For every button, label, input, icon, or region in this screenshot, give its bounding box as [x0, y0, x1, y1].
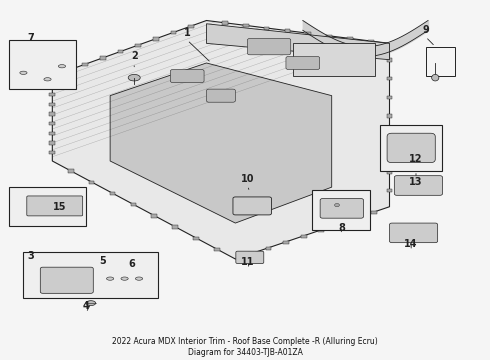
Bar — [387, 58, 392, 62]
Bar — [172, 225, 178, 229]
Text: 9: 9 — [422, 25, 429, 35]
Bar — [49, 103, 55, 106]
FancyBboxPatch shape — [9, 187, 86, 226]
Bar — [368, 40, 374, 43]
Text: 4: 4 — [83, 301, 90, 311]
FancyBboxPatch shape — [286, 57, 319, 69]
Bar — [387, 96, 392, 99]
Polygon shape — [110, 63, 332, 223]
Bar — [354, 217, 359, 220]
Text: 2: 2 — [131, 51, 138, 61]
FancyBboxPatch shape — [320, 199, 364, 218]
Ellipse shape — [135, 277, 143, 280]
Bar — [135, 44, 141, 47]
Ellipse shape — [58, 64, 66, 68]
Ellipse shape — [335, 203, 340, 207]
Bar — [49, 141, 55, 145]
Bar — [193, 237, 199, 240]
Bar — [49, 132, 55, 135]
Bar — [89, 181, 95, 184]
Bar — [387, 77, 392, 80]
Bar — [171, 31, 176, 34]
Bar — [387, 114, 392, 118]
Bar — [153, 37, 159, 41]
FancyBboxPatch shape — [390, 223, 438, 243]
Text: 6: 6 — [128, 259, 135, 269]
Bar — [306, 32, 311, 35]
FancyBboxPatch shape — [313, 190, 370, 230]
Bar — [100, 57, 106, 60]
Bar — [387, 189, 392, 192]
Bar — [49, 122, 55, 125]
Bar — [285, 29, 291, 33]
Bar — [387, 170, 392, 174]
Text: 2022 Acura MDX Interior Trim - Roof Base Complete -R (Alluring Ecru)
Diagram for: 2022 Acura MDX Interior Trim - Roof Base… — [112, 337, 378, 357]
Bar — [151, 214, 157, 217]
FancyBboxPatch shape — [40, 267, 93, 293]
Bar — [248, 252, 254, 256]
Bar — [387, 152, 392, 155]
Bar — [49, 93, 55, 96]
FancyBboxPatch shape — [233, 197, 271, 215]
Ellipse shape — [121, 277, 128, 280]
Bar — [110, 192, 115, 195]
Text: 10: 10 — [241, 174, 254, 184]
Text: 11: 11 — [241, 257, 254, 267]
Bar — [326, 35, 332, 38]
Bar — [130, 203, 136, 206]
Bar — [387, 133, 392, 136]
Ellipse shape — [432, 75, 439, 81]
Bar — [214, 248, 220, 251]
Ellipse shape — [20, 71, 27, 75]
Polygon shape — [293, 43, 375, 76]
FancyBboxPatch shape — [387, 133, 435, 163]
Text: 1: 1 — [184, 28, 191, 39]
Bar — [49, 83, 55, 86]
Bar — [243, 24, 248, 27]
Bar — [336, 222, 342, 226]
Bar — [65, 69, 71, 72]
Text: 13: 13 — [409, 177, 423, 187]
FancyBboxPatch shape — [206, 89, 235, 102]
FancyBboxPatch shape — [247, 39, 291, 55]
Ellipse shape — [106, 277, 114, 280]
FancyBboxPatch shape — [394, 176, 442, 195]
Polygon shape — [52, 21, 390, 259]
FancyBboxPatch shape — [9, 40, 76, 89]
FancyBboxPatch shape — [236, 251, 264, 264]
Bar — [82, 63, 88, 66]
FancyBboxPatch shape — [171, 69, 204, 82]
Bar — [49, 112, 55, 116]
Bar — [318, 229, 324, 232]
Ellipse shape — [86, 301, 96, 306]
Text: 12: 12 — [409, 154, 423, 164]
Bar — [266, 247, 271, 250]
Text: 14: 14 — [404, 239, 418, 249]
Text: 5: 5 — [99, 256, 106, 266]
Text: 3: 3 — [27, 251, 34, 261]
Bar — [68, 170, 74, 173]
Bar — [301, 235, 307, 238]
Bar — [371, 211, 377, 214]
Text: 15: 15 — [53, 202, 66, 212]
Bar — [283, 240, 289, 244]
Bar — [188, 25, 194, 28]
Bar — [118, 50, 123, 53]
FancyBboxPatch shape — [24, 252, 158, 298]
FancyBboxPatch shape — [27, 196, 83, 216]
Text: 7: 7 — [27, 33, 34, 43]
Bar — [49, 151, 55, 154]
Ellipse shape — [44, 78, 51, 81]
Bar — [347, 37, 353, 40]
Text: 8: 8 — [338, 223, 345, 233]
FancyBboxPatch shape — [380, 125, 442, 171]
Bar — [222, 22, 228, 25]
Bar — [264, 27, 270, 30]
Ellipse shape — [128, 75, 140, 81]
Polygon shape — [206, 24, 390, 60]
